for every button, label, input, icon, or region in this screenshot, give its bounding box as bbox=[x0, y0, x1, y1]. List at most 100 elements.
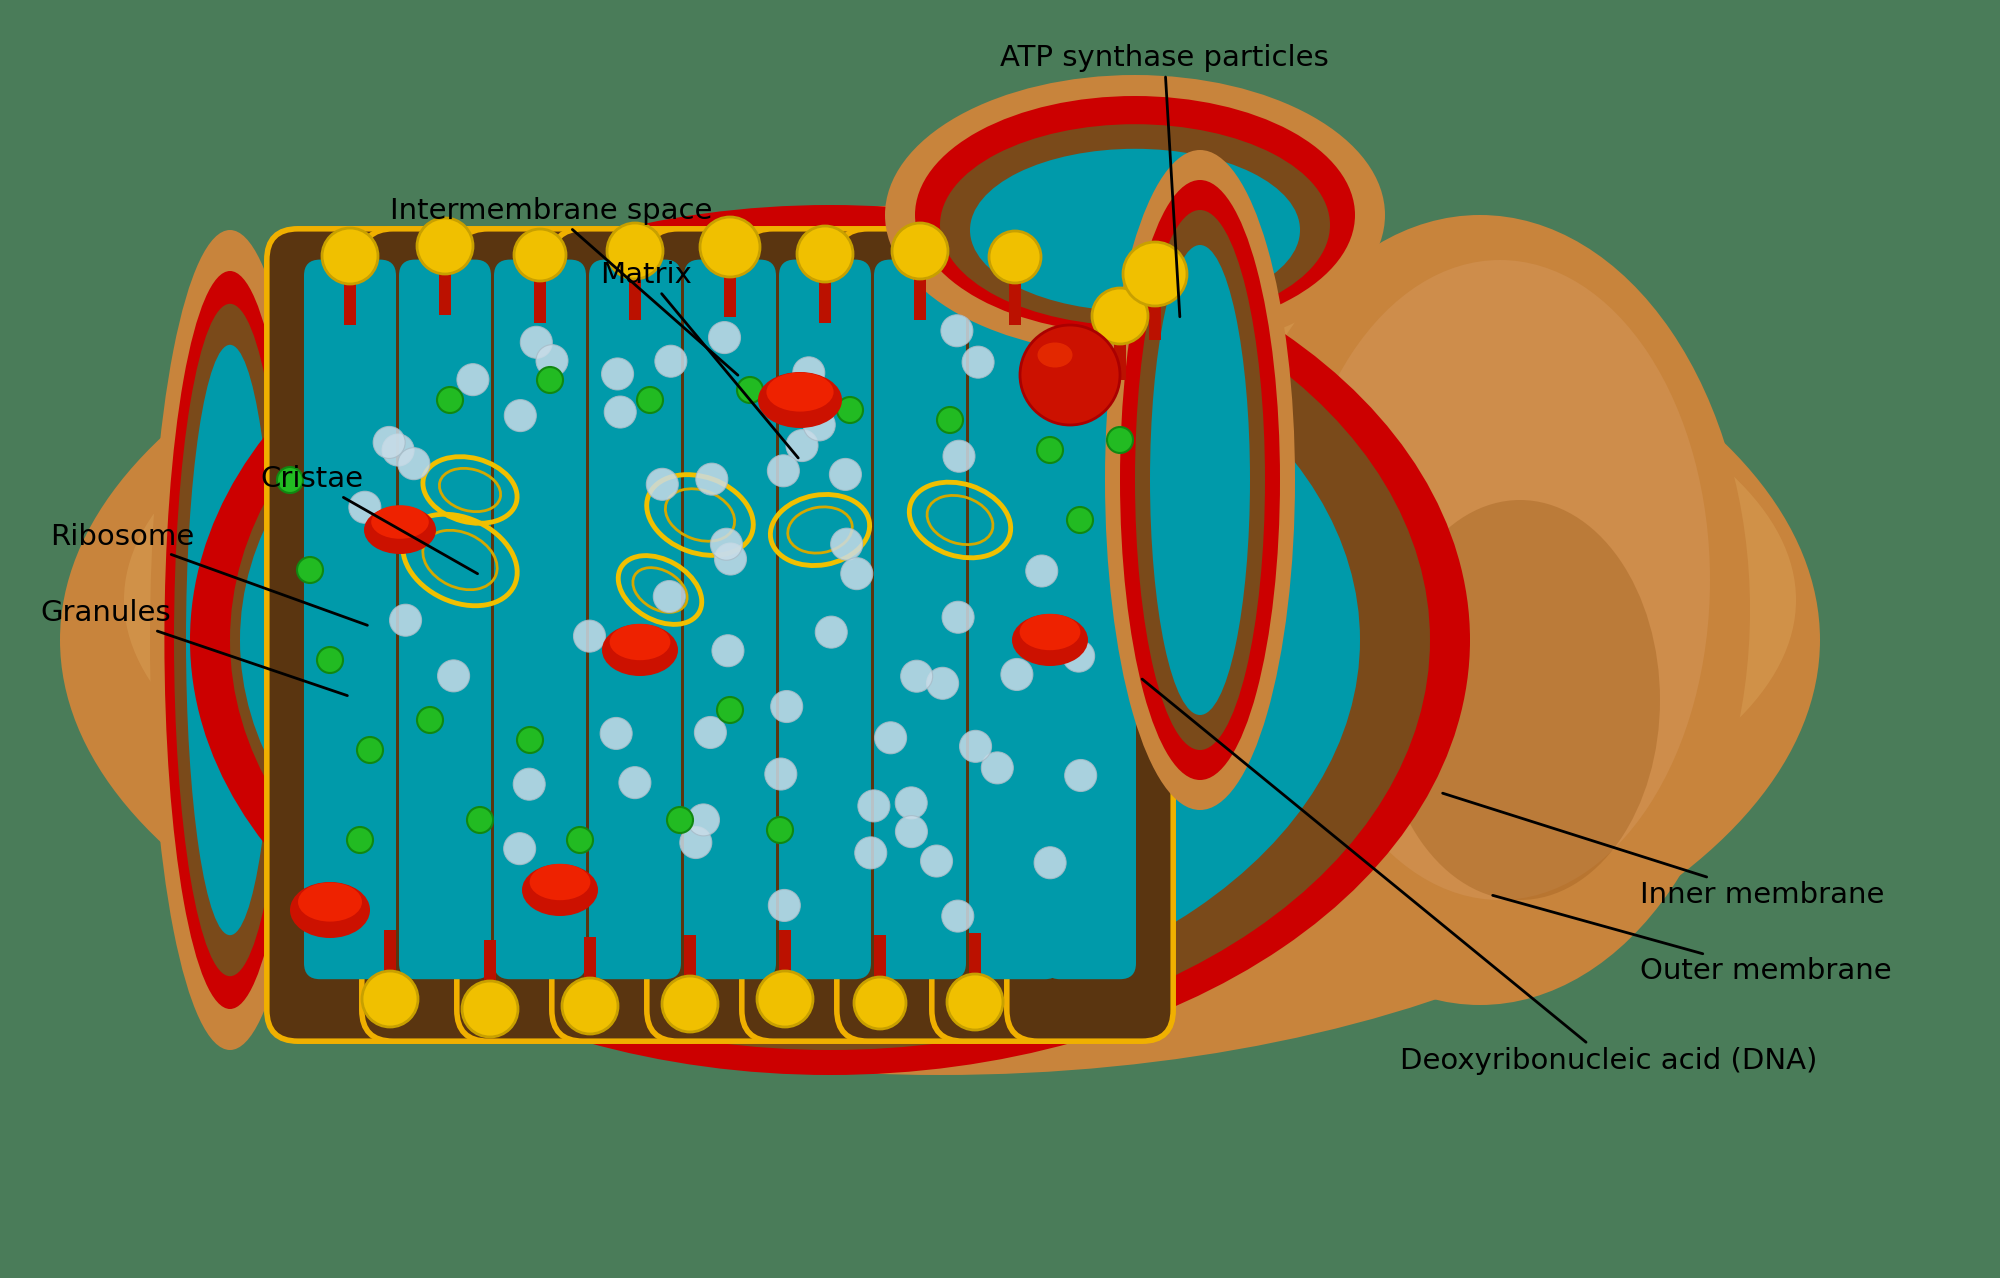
Circle shape bbox=[418, 219, 474, 273]
Text: Granules: Granules bbox=[40, 599, 348, 695]
FancyBboxPatch shape bbox=[932, 229, 1098, 1042]
Circle shape bbox=[574, 620, 606, 652]
Circle shape bbox=[514, 229, 566, 281]
Circle shape bbox=[1000, 658, 1032, 690]
FancyBboxPatch shape bbox=[456, 229, 624, 1042]
FancyBboxPatch shape bbox=[1044, 259, 1136, 979]
Circle shape bbox=[462, 982, 518, 1036]
Ellipse shape bbox=[364, 506, 436, 553]
Ellipse shape bbox=[940, 124, 1330, 326]
Circle shape bbox=[298, 557, 324, 583]
Circle shape bbox=[786, 429, 818, 461]
FancyBboxPatch shape bbox=[400, 259, 492, 979]
Circle shape bbox=[1034, 847, 1066, 879]
Circle shape bbox=[942, 900, 974, 932]
Circle shape bbox=[468, 806, 494, 833]
Ellipse shape bbox=[164, 271, 296, 1010]
Circle shape bbox=[896, 787, 928, 819]
Bar bbox=[968, 933, 980, 988]
Circle shape bbox=[662, 976, 718, 1033]
Circle shape bbox=[504, 833, 536, 865]
Bar bbox=[780, 930, 792, 985]
Bar bbox=[384, 930, 396, 985]
Circle shape bbox=[322, 227, 378, 284]
Ellipse shape bbox=[230, 230, 1430, 1051]
Circle shape bbox=[830, 528, 862, 560]
Ellipse shape bbox=[240, 259, 1360, 1020]
Ellipse shape bbox=[298, 882, 362, 921]
Circle shape bbox=[1088, 367, 1112, 394]
Bar bbox=[630, 265, 642, 320]
Circle shape bbox=[764, 758, 796, 790]
Circle shape bbox=[646, 468, 678, 500]
Circle shape bbox=[900, 661, 932, 693]
Circle shape bbox=[714, 543, 746, 575]
Circle shape bbox=[668, 806, 694, 833]
Circle shape bbox=[456, 364, 488, 396]
Text: Matrix: Matrix bbox=[600, 261, 798, 458]
Circle shape bbox=[1108, 427, 1132, 452]
Circle shape bbox=[836, 397, 864, 423]
Bar bbox=[584, 937, 596, 992]
Bar bbox=[724, 262, 736, 317]
Circle shape bbox=[418, 707, 444, 734]
Circle shape bbox=[936, 406, 964, 433]
Ellipse shape bbox=[150, 230, 310, 1051]
Circle shape bbox=[982, 751, 1014, 783]
Text: ATP synthase particles: ATP synthase particles bbox=[1000, 43, 1328, 317]
FancyBboxPatch shape bbox=[874, 259, 966, 979]
Circle shape bbox=[926, 667, 958, 699]
Circle shape bbox=[708, 322, 740, 354]
FancyBboxPatch shape bbox=[552, 229, 718, 1042]
Circle shape bbox=[348, 491, 380, 523]
FancyBboxPatch shape bbox=[494, 259, 586, 979]
Circle shape bbox=[854, 837, 886, 869]
Circle shape bbox=[920, 845, 952, 877]
Bar bbox=[344, 270, 356, 325]
Ellipse shape bbox=[1380, 500, 1660, 900]
Ellipse shape bbox=[256, 341, 1664, 819]
Circle shape bbox=[940, 314, 972, 346]
Text: Outer membrane: Outer membrane bbox=[1492, 896, 1892, 985]
Bar bbox=[1148, 290, 1160, 340]
Ellipse shape bbox=[610, 624, 670, 661]
Ellipse shape bbox=[174, 304, 286, 976]
Circle shape bbox=[618, 767, 650, 799]
Circle shape bbox=[712, 635, 744, 667]
Circle shape bbox=[696, 463, 728, 495]
Circle shape bbox=[700, 217, 760, 277]
Circle shape bbox=[1092, 288, 1148, 344]
Circle shape bbox=[1124, 242, 1188, 305]
Circle shape bbox=[654, 345, 686, 377]
Circle shape bbox=[514, 768, 546, 800]
Circle shape bbox=[768, 455, 800, 487]
Circle shape bbox=[962, 346, 994, 378]
FancyBboxPatch shape bbox=[684, 259, 776, 979]
Circle shape bbox=[358, 737, 384, 763]
Circle shape bbox=[382, 435, 414, 466]
Circle shape bbox=[840, 557, 872, 589]
Ellipse shape bbox=[1012, 613, 1088, 666]
Circle shape bbox=[562, 978, 618, 1034]
Circle shape bbox=[438, 659, 470, 691]
Circle shape bbox=[874, 722, 906, 754]
Ellipse shape bbox=[970, 148, 1300, 312]
FancyBboxPatch shape bbox=[1006, 229, 1174, 1042]
Circle shape bbox=[1036, 437, 1064, 463]
Bar bbox=[874, 935, 886, 990]
Bar bbox=[820, 268, 832, 323]
Ellipse shape bbox=[1120, 180, 1280, 780]
Ellipse shape bbox=[190, 204, 1470, 1075]
Circle shape bbox=[1062, 640, 1094, 672]
Circle shape bbox=[896, 815, 928, 847]
Circle shape bbox=[756, 971, 812, 1028]
Ellipse shape bbox=[60, 204, 1820, 1075]
Ellipse shape bbox=[602, 624, 678, 676]
Circle shape bbox=[854, 976, 906, 1029]
Circle shape bbox=[770, 690, 802, 722]
Circle shape bbox=[1068, 507, 1092, 533]
Circle shape bbox=[680, 827, 712, 859]
Circle shape bbox=[988, 231, 1040, 282]
Circle shape bbox=[768, 817, 792, 843]
Circle shape bbox=[374, 427, 406, 459]
